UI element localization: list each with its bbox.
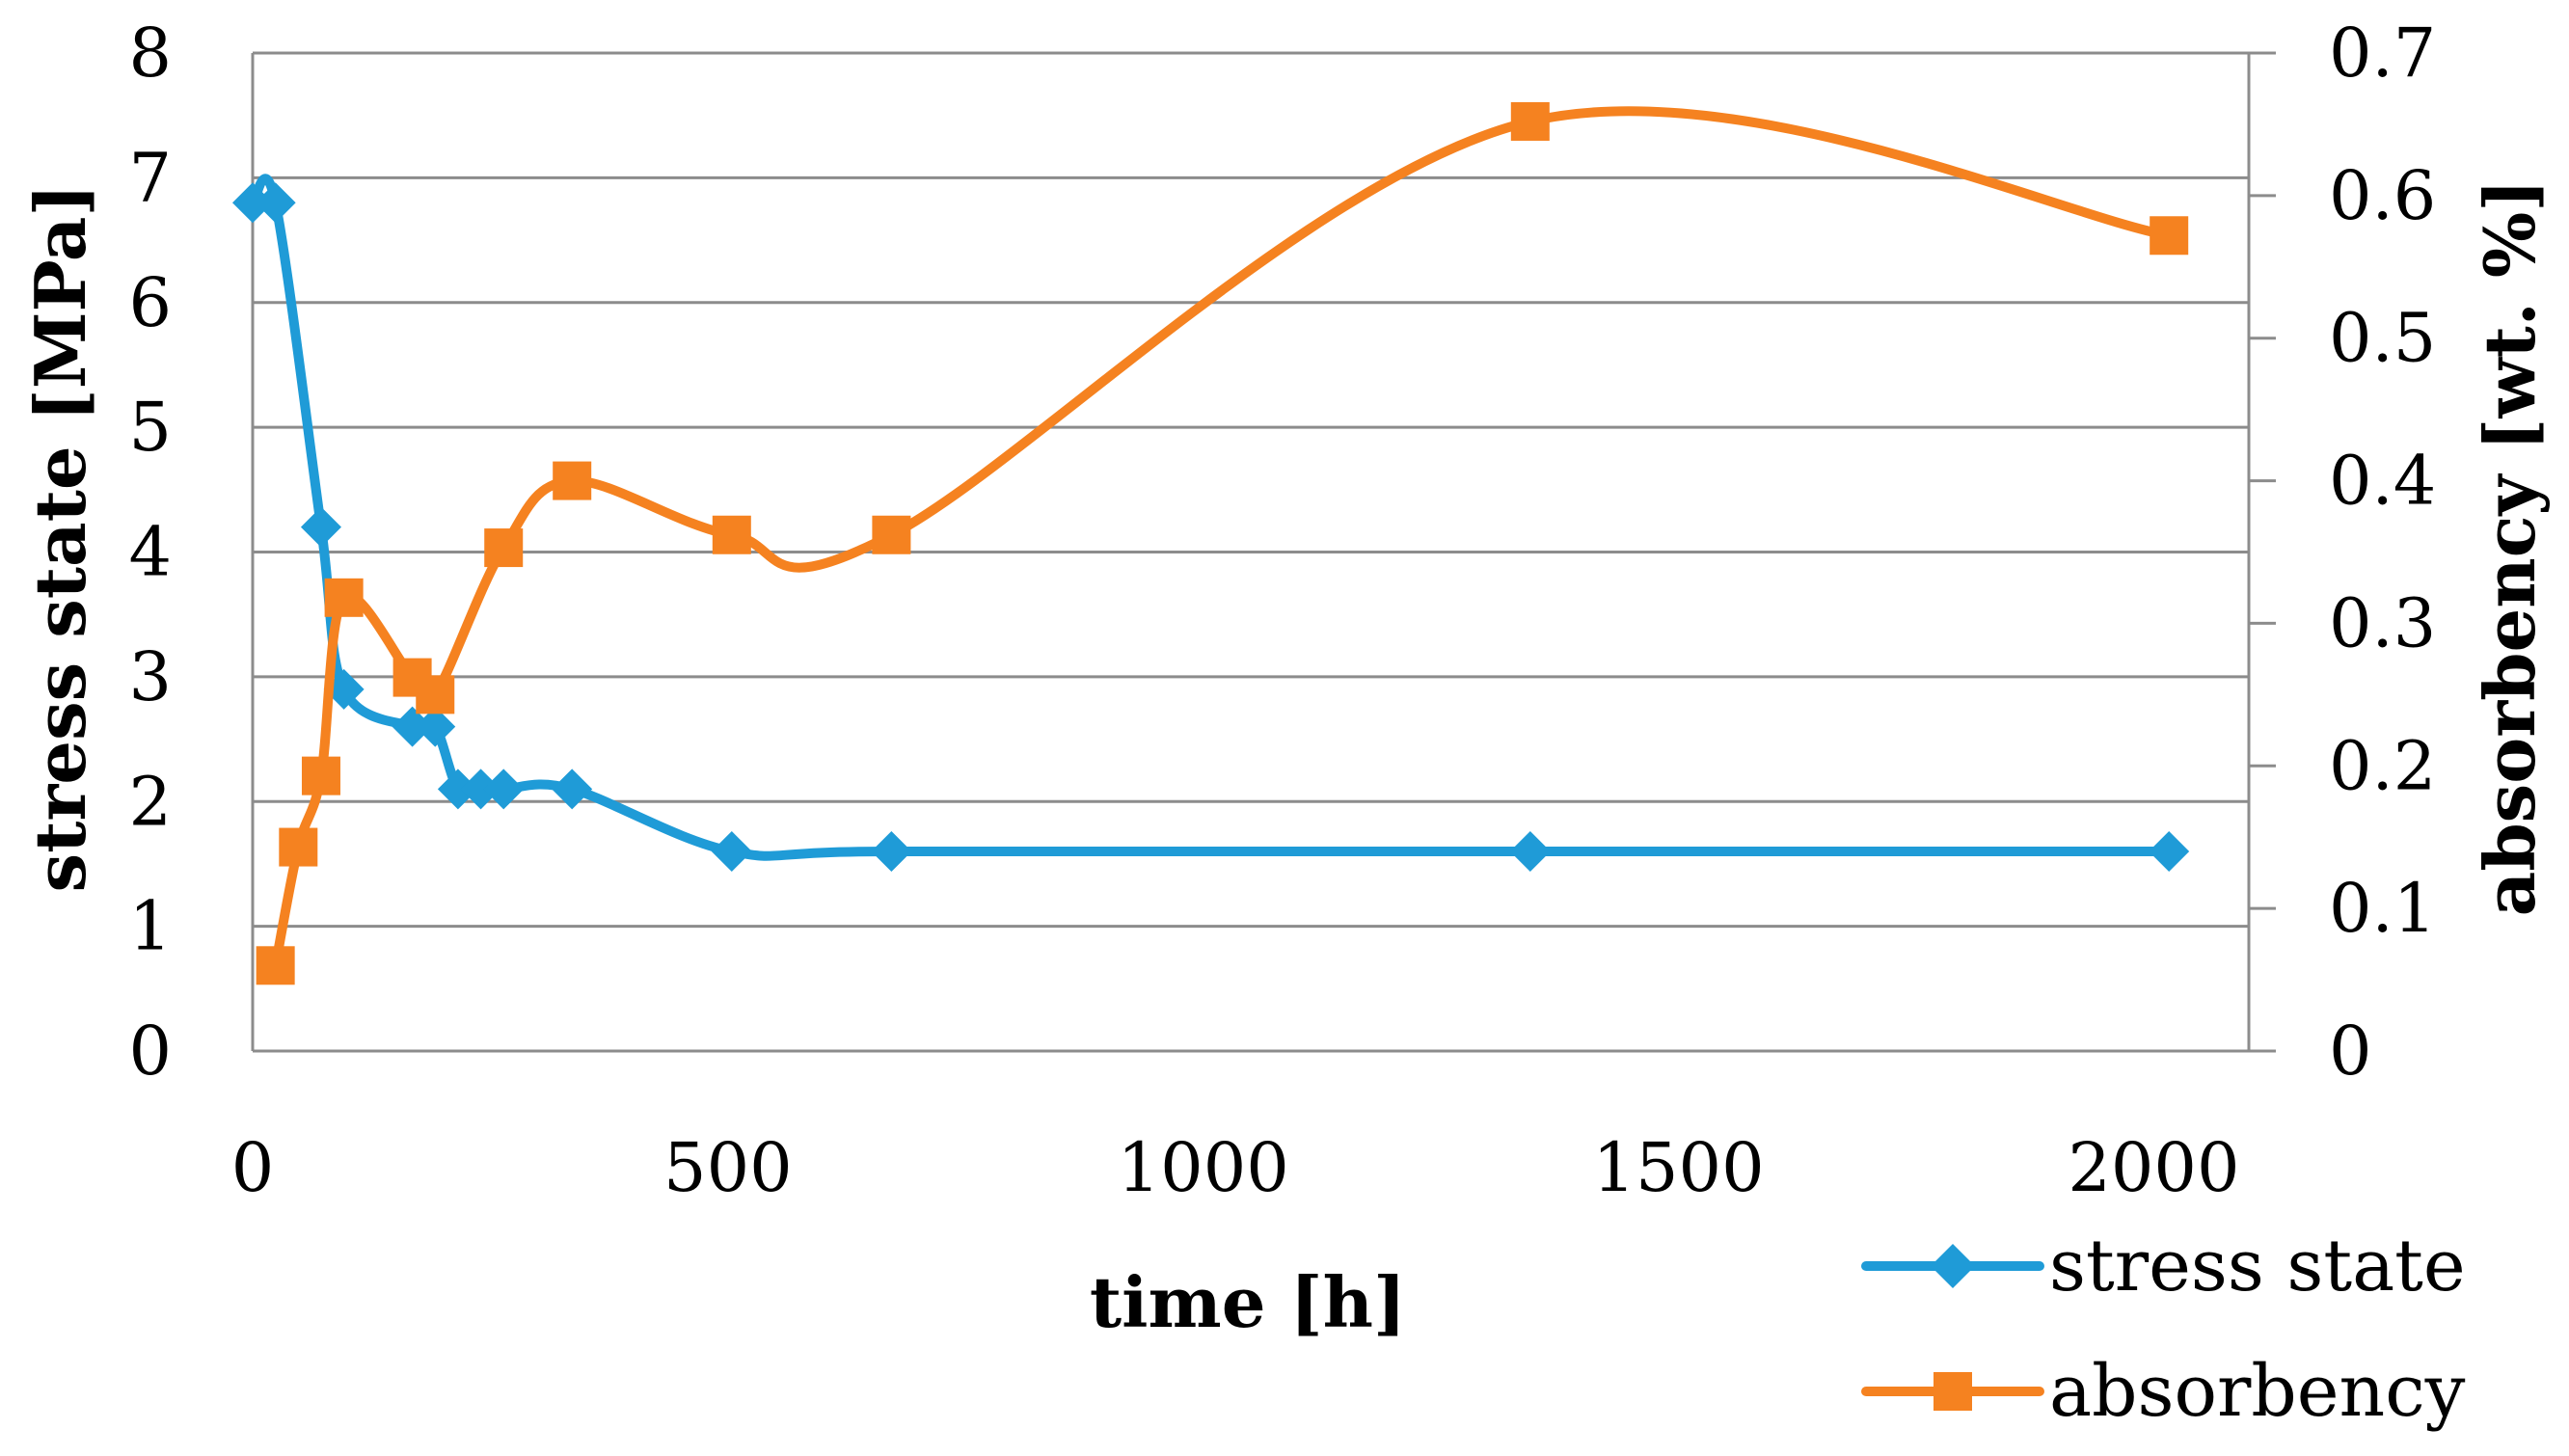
legend-item-absorbency: absorbency: [1861, 1350, 2466, 1433]
point-stress-state-5: [415, 706, 456, 747]
y-left-tick-label-6: 6: [128, 263, 172, 342]
point-stress-state-9: [552, 768, 593, 810]
y-right-tick-label-0.3: 0.3: [2329, 583, 2436, 662]
series: [232, 101, 2190, 985]
point-stress-state-12: [1509, 831, 1551, 872]
point-stress-state-10: [711, 831, 752, 872]
point-absorbency-8: [712, 515, 751, 554]
legend-marker-stress-state: [1931, 1244, 1975, 1288]
legend-item-stress-state: stress state: [1861, 1225, 2466, 1308]
point-stress-state-2: [300, 506, 341, 548]
y-left-tick-label-4: 4: [128, 513, 172, 592]
y-right-tick-label-0.5: 0.5: [2329, 299, 2436, 378]
legend-marker-absorbency: [1934, 1372, 1972, 1411]
point-absorbency-2: [301, 756, 340, 795]
y-left-tick-label-7: 7: [128, 138, 172, 217]
y-right-axis-title: absorbency [wt. %]: [2469, 179, 2551, 917]
y-right-tick-label-0.2: 0.2: [2329, 726, 2436, 805]
point-absorbency-7: [553, 461, 592, 500]
series-line-stress-state: [248, 174, 2175, 861]
point-stress-state-1: [255, 182, 296, 224]
point-stress-state-0: [232, 182, 273, 224]
x-axis-title: time [h]: [1090, 1261, 1406, 1343]
y-right-tick-label-0.4: 0.4: [2329, 442, 2436, 521]
x-tick-label-1000: 1000: [1118, 1128, 1289, 1207]
y-right-tick-label-0.6: 0.6: [2329, 156, 2436, 235]
legend-label-absorbency: absorbency: [2049, 1350, 2466, 1433]
x-tick-label-1500: 1500: [1592, 1128, 1764, 1207]
point-stress-state-13: [2149, 831, 2190, 872]
y-right-tick-label-0.7: 0.7: [2329, 13, 2436, 93]
y-left-tick-label-1: 1: [128, 887, 172, 966]
point-absorbency-5: [416, 675, 455, 715]
y-right-tick-label-0: 0: [2329, 1011, 2372, 1091]
y-right-tick-label-0.1: 0.1: [2329, 869, 2436, 948]
point-absorbency-6: [484, 528, 524, 568]
y-left-tick-label-3: 3: [128, 637, 172, 716]
x-tick-label-2000: 2000: [2068, 1128, 2239, 1207]
legend: stress state absorbency: [1861, 1225, 2466, 1433]
point-stress-state-4: [392, 706, 433, 747]
point-absorbency-3: [324, 578, 364, 617]
point-absorbency-11: [2150, 216, 2189, 256]
point-absorbency-10: [1510, 101, 1550, 141]
point-stress-state-7: [460, 768, 501, 810]
point-absorbency-0: [256, 946, 295, 985]
gridlines: [253, 51, 2249, 929]
y-left-tick-label-5: 5: [128, 388, 172, 467]
y-left-tick-label-8: 8: [128, 13, 172, 93]
x-tick-label-500: 500: [663, 1128, 793, 1207]
y-left-axis-title: stress state [MPa]: [19, 184, 101, 893]
y-left-tick-label-2: 2: [128, 762, 172, 841]
x-tick-label-0: 0: [231, 1128, 275, 1207]
y-left-tick-label-0: 0: [128, 1011, 172, 1091]
point-stress-state-11: [871, 831, 912, 872]
point-absorbency-9: [872, 515, 911, 554]
point-absorbency-1: [279, 827, 318, 867]
point-stress-state-6: [437, 768, 478, 810]
series-line-absorbency: [270, 106, 2175, 971]
legend-label-stress-state: stress state: [2049, 1225, 2466, 1308]
tick-labels: 0 1 2 3 4 5 6 7 8 0 0.1 0.2 0.3 0.4 0.5 0.6 0.7 0 500 1000 1…: [128, 13, 2436, 1207]
point-stress-state-8: [483, 768, 525, 810]
